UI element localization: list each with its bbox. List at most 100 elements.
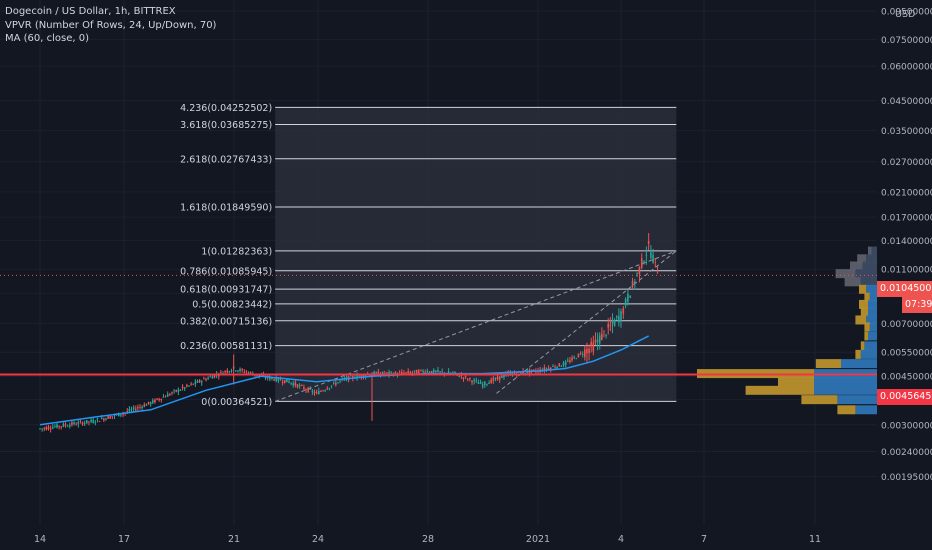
symbol-title[interactable]: Dogecoin / US Dollar, 1h, BITTREX [5,6,176,17]
candle-body [426,370,429,373]
ma-indicator-label[interactable]: MA (60, close, 0) [5,33,90,44]
candle-body [373,371,375,375]
candle-body [211,376,214,379]
candle-body [552,366,554,367]
candle-body [575,358,578,360]
price-tick-label: 0.01700000 [881,214,932,224]
candle-body [169,394,171,396]
candle-body [51,427,54,429]
time-axis[interactable]: 14 17 21 24 28 2021 4 7 11 [34,534,821,545]
horizontal-line[interactable] [0,274,877,376]
vpvr-up-bar [866,315,877,325]
candle-body [579,352,582,354]
candle-body [375,372,378,373]
candle-body [317,391,320,395]
candle-body [271,377,273,379]
price-tick-label: 0.03500000 [881,127,932,137]
candle-body [94,422,97,424]
candle-body [634,281,636,284]
candle-body [328,388,331,389]
candle-body [147,401,150,404]
candle-body [432,369,435,373]
candle-body [377,371,380,376]
candle-body [598,335,601,344]
vpvr-down-bar [855,315,867,325]
candle-body [613,320,616,326]
candle-body [543,367,546,371]
candle-body [400,371,403,374]
candle-body [560,366,563,367]
hline-price-tag: 0.00456458 [877,389,932,405]
fib-level-label: 1.618(0.01849590) [180,203,272,214]
vpvr-down-bar [801,395,838,405]
vpvr-down-bar [860,341,865,351]
price-tick-label: 0.00550000 [881,349,932,359]
candle-body [645,254,648,256]
candle-body [462,377,465,379]
candle-body [458,376,461,378]
candle-body [390,371,392,373]
price-tick-label: 0.00195000 [881,473,932,483]
price-tick-label: 0.06000000 [881,63,932,73]
candle-body [388,371,390,375]
price-tick-label: 0.00450000 [881,373,932,383]
time-tick-label: 21 [228,534,240,545]
last-price-tag: 0.01045000 [877,281,932,297]
candle-body [60,426,63,428]
candle-body [47,426,50,430]
fibonacci-extension[interactable]: 4.236(0.04252502) 3.618(0.03685275) 2.618(… [180,103,677,408]
vpvr-indicator-label[interactable]: VPVR (Number Of Rows, 24, Up/Down, 70) [5,19,217,31]
vpvr-down-bar [868,246,872,256]
candle-body [162,396,165,398]
candle-body [618,316,620,323]
candle-body [213,375,216,378]
price-tick-label: 0.07500000 [881,36,932,46]
candle-body [154,399,156,403]
vpvr-up-bar [871,246,877,256]
vpvr-up-bar [864,341,877,351]
candle-body [418,370,420,374]
vpvr-up-bar [866,284,877,294]
candle-body [454,371,456,373]
candle-body [103,418,105,421]
candle-body [200,381,203,383]
price-tick-label: 0.01100000 [881,266,932,276]
price-axis[interactable]: 0.09500000 0.07500000 0.06000000 0.04500000… [877,0,932,550]
candle-body [158,399,160,401]
candle-body [96,418,99,420]
candle-body [405,372,407,373]
candle-body [247,372,250,375]
candle-body [588,348,590,354]
candle-body [303,387,305,389]
candle-body [428,372,431,374]
candle-body [322,390,324,392]
candle-body [56,424,58,428]
candle-body [258,375,261,377]
candle-body [54,426,56,428]
candle-body [83,422,86,424]
candle-body [562,362,565,366]
candle-body [532,369,535,371]
candle-body [413,370,416,372]
candle-body [503,374,505,378]
candle-body [81,422,84,425]
candle-body [203,378,205,380]
candle-body [605,334,607,337]
candle-body [77,422,80,425]
candle-body [564,361,567,365]
vpvr-down-bar [860,307,868,317]
candle-body [345,376,348,379]
vpvr-down-bar [844,277,861,287]
vpvr-down-bar [855,349,861,359]
candle-body [549,367,552,370]
candle-body [409,372,412,374]
candle-body [603,330,605,332]
vpvr-down-bar [745,385,814,395]
candle-body [309,388,312,390]
candle-body [638,266,641,275]
candle-body [194,381,197,384]
vpvr-up-bar [814,377,877,387]
candle-body [269,376,271,380]
